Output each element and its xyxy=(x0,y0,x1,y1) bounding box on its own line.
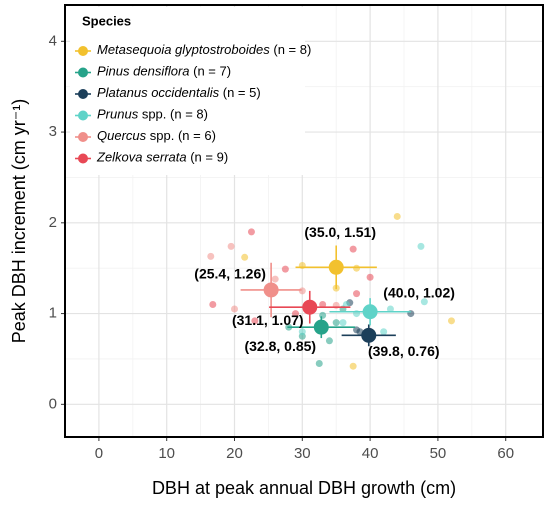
mean-label: (35.0, 1.51) xyxy=(304,224,376,240)
point xyxy=(271,275,279,283)
point xyxy=(332,319,340,327)
x-tick-label: 40 xyxy=(362,445,379,462)
panel-border xyxy=(64,4,544,438)
legend-marker xyxy=(78,46,88,56)
mean-label: (40.0, 1.02) xyxy=(383,284,455,300)
legend-marker xyxy=(78,67,88,78)
point xyxy=(366,273,374,281)
point xyxy=(353,290,361,298)
legend-text: Quercus xyxy=(97,128,147,143)
point xyxy=(298,287,306,295)
y-tick-label: 2 xyxy=(49,214,57,231)
point xyxy=(292,310,300,318)
point xyxy=(241,253,249,261)
point xyxy=(319,311,327,319)
legend-text: (n = 8) xyxy=(273,42,311,57)
point xyxy=(386,305,394,313)
legend-text: spp. xyxy=(142,107,167,122)
point xyxy=(342,300,350,308)
y-axis-title: Peak DBH increment (cm yr⁻¹) xyxy=(9,99,29,344)
mean-point xyxy=(302,299,318,315)
point xyxy=(319,300,327,308)
legend-text: spp. xyxy=(150,128,175,143)
legend-label: Prunus spp. (n = 8) xyxy=(97,107,208,122)
legend-label: Metasequoia glyptostroboides (n = 8) xyxy=(97,42,311,57)
legend-label: Platanus occidentalis (n = 5) xyxy=(97,85,261,100)
point xyxy=(209,300,217,308)
x-axis-title: DBH at peak annual DBH growth (cm) xyxy=(152,478,456,498)
point xyxy=(349,362,357,370)
point xyxy=(325,337,333,345)
point xyxy=(207,252,215,260)
legend-title: Species xyxy=(82,13,131,28)
legend-label: Pinus densiflora (n = 7) xyxy=(97,64,231,79)
mean-point xyxy=(362,304,378,320)
legend-text: (n = 7) xyxy=(193,64,231,79)
mean-point xyxy=(361,327,377,343)
legend-marker xyxy=(78,89,88,99)
point xyxy=(281,265,289,273)
mean-label: (31.1, 1.07) xyxy=(232,312,304,328)
x-tick-label: 60 xyxy=(497,445,514,462)
y-tick-label: 0 xyxy=(49,395,57,412)
point xyxy=(349,245,357,253)
mean-label: (32.8, 0.85) xyxy=(244,338,316,354)
legend-text: Metasequoia glyptostroboides xyxy=(97,42,270,57)
point xyxy=(247,228,255,236)
x-tick-label: 20 xyxy=(226,445,243,462)
point xyxy=(298,328,306,336)
point xyxy=(393,212,401,220)
y-tick-label: 4 xyxy=(49,32,57,49)
legend-text: Prunus xyxy=(97,107,139,122)
legend-marker xyxy=(78,110,88,121)
legend-text: Platanus occidentalis xyxy=(97,85,220,100)
legend-text: Zelkova serrata xyxy=(96,150,187,165)
point xyxy=(417,242,425,250)
point xyxy=(315,359,323,367)
legend-text: (n = 8) xyxy=(170,107,208,122)
legend-text: (n = 5) xyxy=(223,85,261,100)
legend-label: Quercus spp. (n = 6) xyxy=(97,128,216,143)
x-tick-label: 50 xyxy=(430,445,447,462)
legend-marker xyxy=(78,153,88,164)
mean-label: (39.8, 0.76) xyxy=(368,343,440,359)
mean-point xyxy=(328,259,344,275)
y-tick-label: 1 xyxy=(49,305,57,322)
x-tick-label: 0 xyxy=(95,445,103,462)
mean-point xyxy=(263,282,279,298)
point xyxy=(227,242,235,250)
legend-text: (n = 9) xyxy=(190,150,228,165)
legend-box xyxy=(70,7,305,175)
y-tick-label: 3 xyxy=(49,123,57,140)
legend-text: (n = 6) xyxy=(178,128,216,143)
point xyxy=(231,305,239,313)
x-tick-label: 30 xyxy=(294,445,311,462)
point xyxy=(380,328,388,336)
legend-label: Zelkova serrata (n = 9) xyxy=(96,150,228,165)
point xyxy=(420,298,428,306)
point xyxy=(353,264,361,272)
x-tick-label: 10 xyxy=(158,445,175,462)
legend-marker xyxy=(78,132,88,142)
mean-label: (25.4, 1.26) xyxy=(194,266,266,282)
mean-point xyxy=(313,319,329,335)
point xyxy=(447,317,455,325)
point xyxy=(339,319,347,327)
legend-text: Pinus densiflora xyxy=(97,64,190,79)
point xyxy=(251,317,259,325)
